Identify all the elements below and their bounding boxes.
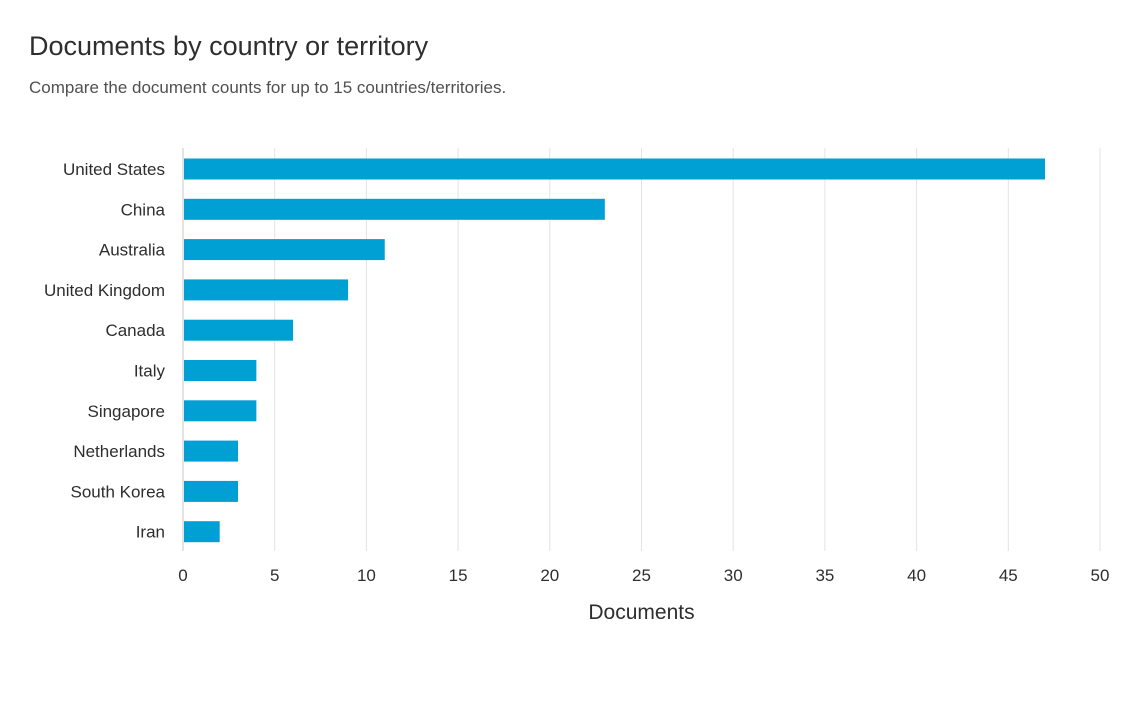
chart-title: Documents by country or territory bbox=[29, 31, 429, 61]
x-tick-label: 40 bbox=[907, 566, 926, 585]
bar[interactable] bbox=[184, 400, 257, 422]
x-tick-label: 30 bbox=[724, 566, 743, 585]
x-tick-label: 20 bbox=[540, 566, 559, 585]
bar[interactable] bbox=[184, 480, 239, 502]
y-axis-labels: United States China Australia United Kingdo… bbox=[44, 160, 166, 542]
x-tick-label: 0 bbox=[178, 566, 187, 585]
x-tick-label: 45 bbox=[999, 566, 1018, 585]
bar[interactable] bbox=[184, 360, 257, 381]
x-tick-label: 5 bbox=[270, 566, 279, 585]
chart-subtitle: Compare the document counts for up to 15… bbox=[29, 78, 507, 97]
x-tick-label: 35 bbox=[815, 566, 834, 585]
y-tick-label: United States bbox=[63, 160, 165, 179]
y-tick-label: United Kingdom bbox=[44, 281, 165, 300]
y-tick-label: Iran bbox=[136, 523, 165, 542]
y-tick-label: Italy bbox=[134, 362, 166, 381]
bars bbox=[184, 158, 1045, 543]
bar[interactable] bbox=[184, 521, 220, 543]
x-tick-label: 25 bbox=[632, 566, 651, 585]
x-tick-label: 15 bbox=[449, 566, 468, 585]
bar[interactable] bbox=[184, 440, 239, 462]
x-tick-label: 50 bbox=[1091, 566, 1110, 585]
y-tick-label: China bbox=[121, 200, 166, 219]
bar[interactable] bbox=[184, 319, 294, 341]
bar[interactable] bbox=[184, 239, 385, 261]
y-tick-label: Australia bbox=[99, 241, 166, 260]
y-tick-label: Singapore bbox=[87, 402, 165, 421]
bar[interactable] bbox=[184, 198, 605, 220]
grid-lines bbox=[274, 148, 1101, 551]
x-axis-title: Documents bbox=[588, 601, 694, 624]
y-tick-label: Canada bbox=[105, 321, 165, 340]
x-tick-label: 10 bbox=[357, 566, 376, 585]
y-tick-label: South Korea bbox=[70, 482, 165, 501]
y-tick-label: Netherlands bbox=[73, 442, 165, 461]
bar[interactable] bbox=[184, 279, 349, 301]
x-axis-labels: 0 5 10 15 20 25 30 35 40 45 50 bbox=[178, 566, 1109, 585]
bar[interactable] bbox=[184, 158, 1045, 180]
